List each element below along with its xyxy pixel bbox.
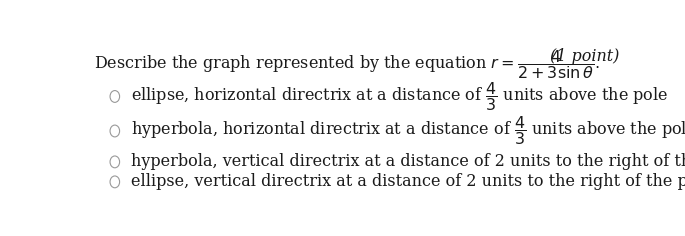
Text: hyperbola, vertical directrix at a distance of 2 units to the right of the pole: hyperbola, vertical directrix at a dista… [131, 153, 685, 170]
Text: hyperbola, horizontal directrix at a distance of $\dfrac{4}{3}$ units above the : hyperbola, horizontal directrix at a dis… [131, 114, 685, 148]
Text: ellipse, horizontal directrix at a distance of $\dfrac{4}{3}$ units above the po: ellipse, horizontal directrix at a dista… [131, 80, 668, 113]
Text: ellipse, vertical directrix at a distance of 2 units to the right of the pole: ellipse, vertical directrix at a distanc… [131, 173, 685, 190]
Text: Describe the graph represented by the equation $r = \dfrac{4}{2+3\sin\theta}.$: Describe the graph represented by the eq… [94, 48, 599, 81]
Text: (1 point): (1 point) [550, 48, 619, 65]
